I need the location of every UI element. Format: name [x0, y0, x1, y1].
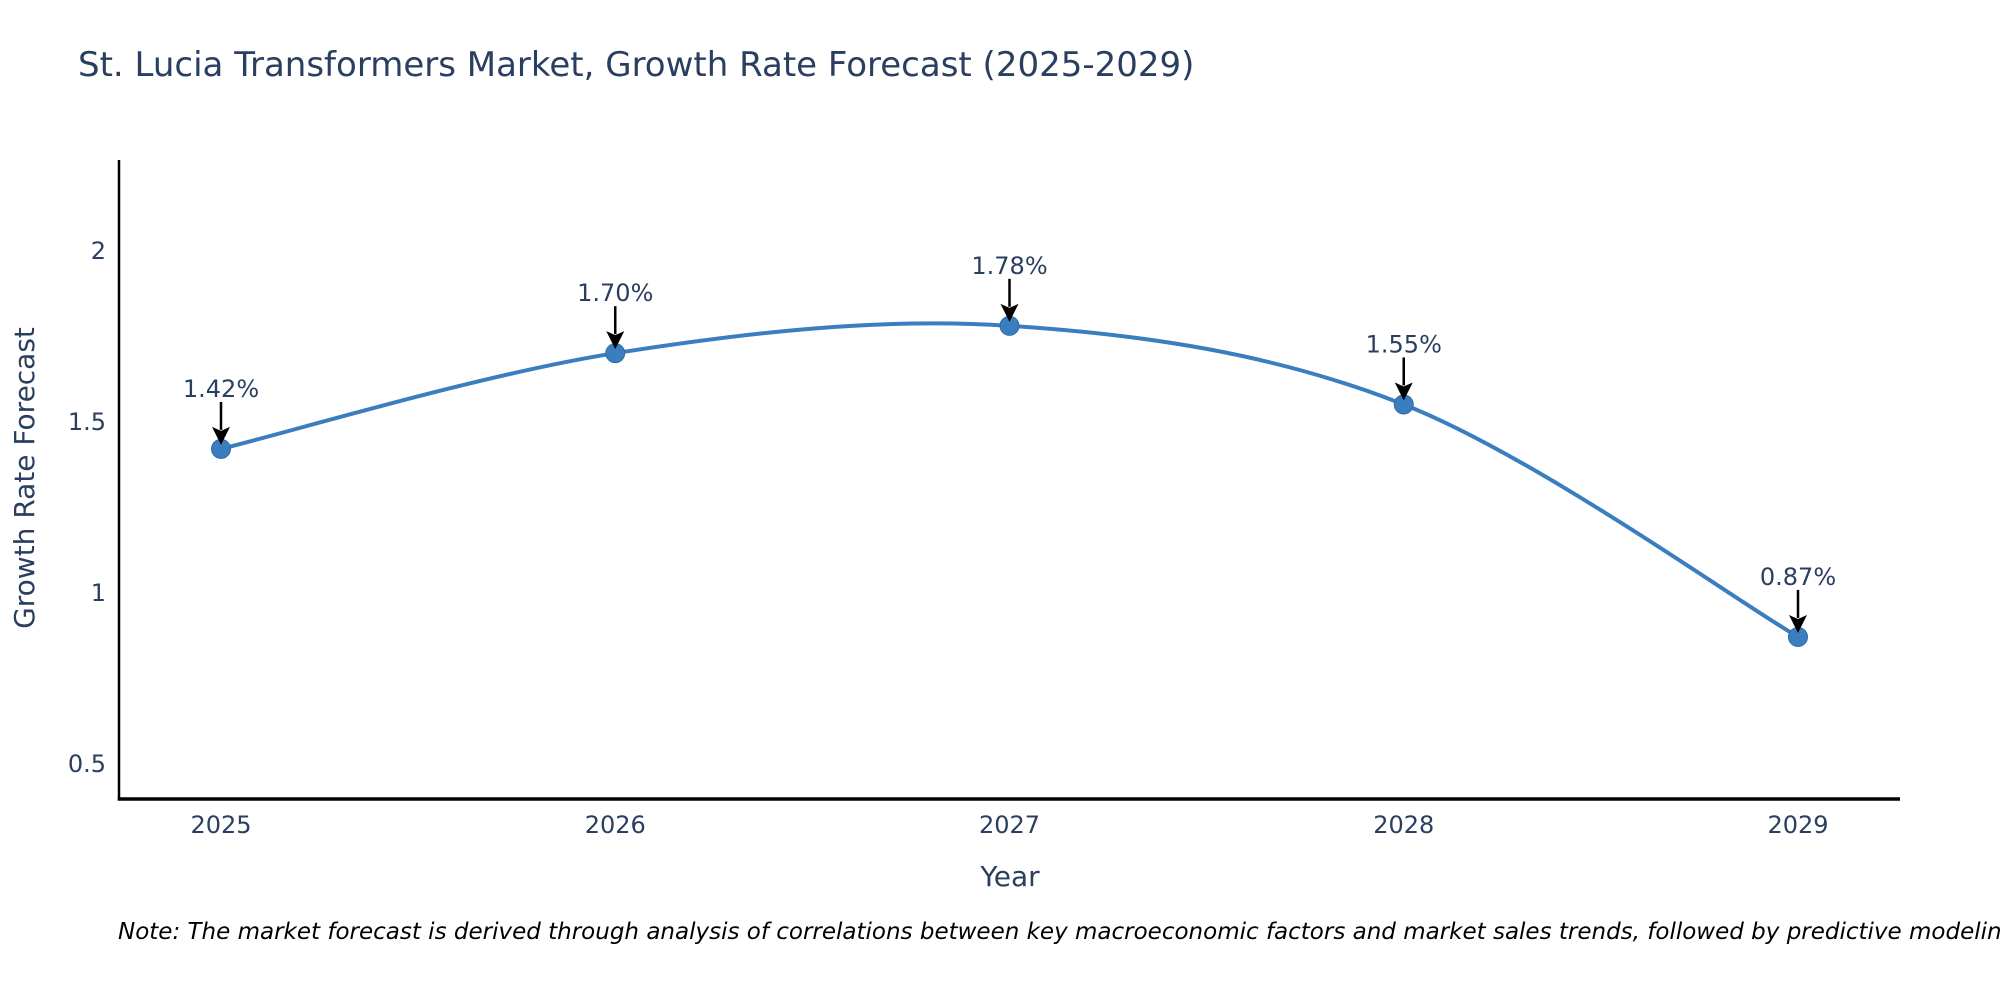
annotation-arrowhead-icon	[1789, 614, 1807, 633]
y-tick-label: 1.5	[68, 408, 106, 436]
annotation-2026: 1.70%	[577, 279, 653, 350]
annotation-label: 0.87%	[1760, 563, 1836, 591]
annotation-label: 1.55%	[1366, 330, 1442, 358]
annotation-arrowhead-icon	[212, 426, 230, 445]
x-tick-label: 2028	[1373, 811, 1434, 839]
y-axis-tick-labels: 0.5 1 1.5 2	[68, 237, 106, 778]
annotation-group: 1.42% 1.70% 1.78% 1.55% 0.87%	[183, 252, 1836, 633]
x-tick-label: 2026	[585, 811, 646, 839]
x-tick-label: 2029	[1767, 811, 1828, 839]
x-tick-label: 2025	[190, 811, 251, 839]
annotation-arrowhead-icon	[606, 331, 625, 350]
annotation-label: 1.42%	[183, 375, 259, 403]
annotation-label: 1.78%	[971, 252, 1047, 280]
annotation-arrowhead-icon	[1000, 303, 1019, 322]
y-axis-title: Growth Rate Forecast	[8, 327, 41, 629]
y-tick-label: 2	[91, 237, 106, 265]
chart-title: St. Lucia Transformers Market, Growth Ra…	[78, 45, 1194, 85]
footnote: Note: The market forecast is derived thr…	[118, 919, 2000, 945]
annotation-arrowhead-icon	[1394, 382, 1413, 401]
y-tick-label: 1	[91, 579, 106, 607]
x-tick-label: 2027	[979, 811, 1040, 839]
y-tick-label: 0.5	[68, 750, 106, 778]
x-axis-tick-labels: 2025 2026 2027 2028 2029	[190, 811, 1828, 839]
annotation-label: 1.70%	[577, 279, 653, 307]
annotation-2027: 1.78%	[971, 252, 1048, 322]
series-line	[219, 321, 1800, 639]
annotation-2029: 0.87%	[1760, 563, 1836, 633]
series-group	[219, 321, 1800, 639]
x-axis-title: Year	[979, 860, 1040, 893]
annotation-2028: 1.55%	[1366, 330, 1442, 401]
marker-group	[211, 315, 1808, 647]
annotation-2025: 1.42%	[183, 375, 259, 445]
